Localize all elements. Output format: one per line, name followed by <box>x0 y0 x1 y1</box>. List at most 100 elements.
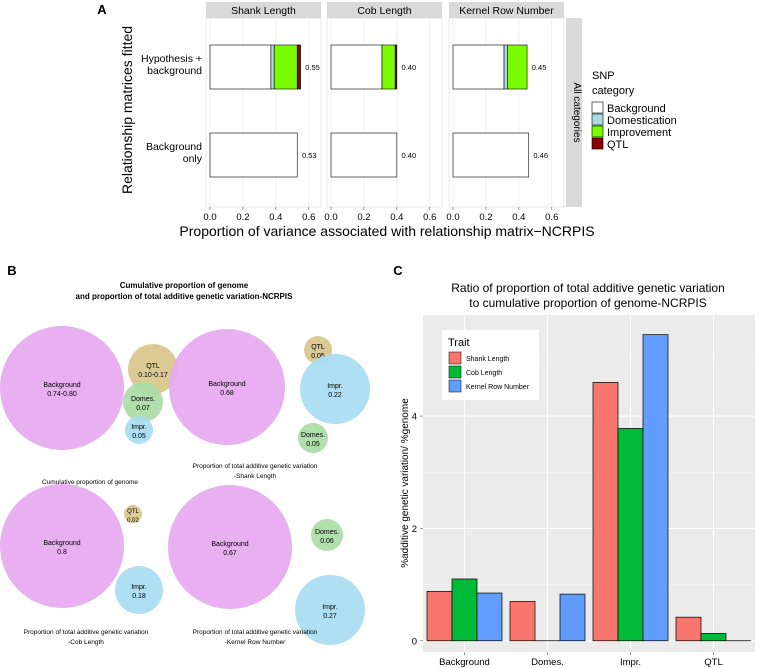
bubble-label: QTL <box>311 344 325 351</box>
legend-title: Trait <box>448 337 470 349</box>
bubble-label: Domes. <box>131 396 155 403</box>
bubble-label: Domes. <box>315 529 339 536</box>
x-tick-label: 0.4 <box>390 212 403 223</box>
facet-1: Shank Length 0.55 0.53 0.0 0.2 0.4 0.6 <box>203 2 322 223</box>
legend-label: Kernel Row Number <box>466 384 530 391</box>
bar <box>509 601 536 642</box>
bar-total-label: 0.40 <box>402 151 417 160</box>
bubble-label: Background <box>43 540 80 547</box>
panel-c-title: Ratio of proportion of total additive ge… <box>451 281 725 295</box>
x-tick-label: Domes. <box>531 657 564 668</box>
bubble-caption: -Cob Length <box>68 639 104 646</box>
bubble-subpanel-2: Background 0.68 QTL 0.05 Impr. 0.22 Domes. 0.05… <box>169 329 370 480</box>
bubble-label: Background <box>211 541 248 548</box>
bubble-caption: Proportion of total additive genetic var… <box>24 629 149 636</box>
bar <box>617 428 644 642</box>
bubble-circle <box>0 326 124 450</box>
y-tick-label: 0 <box>412 636 417 647</box>
bar <box>559 593 586 642</box>
bubble-subpanel-1: Background 0.74-0.80 QTL 0.10-0.17 Domes. 0.0… <box>0 326 178 486</box>
legend-title: SNP <box>592 70 615 82</box>
y-tick-label: 4 <box>412 412 417 423</box>
facet-strip <box>206 2 321 18</box>
bar-segment <box>381 44 396 90</box>
bubble-circle <box>169 329 285 445</box>
facet-2: Cob Length 0.40 0.40 0.0 0.2 0.4 0.6 <box>324 2 443 223</box>
bubble-value: 0.06 <box>320 538 334 545</box>
bubble-label: Background <box>208 381 245 388</box>
panel-label-b: B <box>7 263 16 278</box>
y-category-label: only <box>183 153 203 165</box>
bubble-circle <box>298 423 328 453</box>
bar-segment <box>273 44 298 90</box>
bar <box>642 334 669 642</box>
bar-segment <box>452 44 505 90</box>
bubble-circle <box>300 354 370 424</box>
x-tick-label: 0.2 <box>236 212 249 223</box>
x-tick-label: 0.6 <box>545 212 558 223</box>
bubble-subpanel-3: Background 0.8 QTL 0.02 Impr. 0.18 Proportion … <box>0 484 163 646</box>
bubble-caption: Proportion of total additive genetic var… <box>193 463 318 470</box>
bubble-label: Background <box>43 382 80 389</box>
y-axis-title: %additive genetic variation/ %genome <box>400 398 411 568</box>
facet-strip <box>449 2 564 18</box>
y-category-label: Background <box>146 141 202 153</box>
legend-key <box>448 379 462 393</box>
bubble-value: 0.05 <box>132 433 146 440</box>
legend-label: Background <box>607 103 666 115</box>
bar-total-label: 0.53 <box>302 151 317 160</box>
bubble-circle <box>115 566 163 614</box>
x-tick-label: QTL <box>704 657 722 668</box>
panel-label-a: A <box>97 2 107 17</box>
bubble-label: Impr. <box>131 584 147 591</box>
bubble-circle <box>128 344 178 394</box>
y-category-label: Hypothesis + <box>141 53 202 65</box>
bubble-circle <box>311 519 343 551</box>
bar-total-label: 0.55 <box>305 63 320 72</box>
bubble-subpanel-4: Background 0.67 Domes. 0.06 Impr. 0.27 Proport… <box>168 485 365 646</box>
legend-key <box>448 351 462 365</box>
x-tick-label: 0.6 <box>423 212 436 223</box>
bubble-circle <box>295 575 365 645</box>
bubble-value: 0.22 <box>328 392 342 399</box>
bubble-caption: -Kernel Row Number <box>225 639 287 646</box>
bubble-label: QTL <box>146 363 160 370</box>
bubble-value: 0.18 <box>132 593 146 600</box>
bubble-caption: Proportion of total additive genetic var… <box>193 629 318 636</box>
panel-b-title: Cumulative proportion of genome <box>120 281 249 290</box>
x-tick-label: Background <box>439 657 490 668</box>
bubble-value: 0.68 <box>220 390 234 397</box>
bar <box>451 578 478 642</box>
x-tick-label: 0.6 <box>302 212 315 223</box>
x-tick-label: 0.0 <box>446 212 459 223</box>
legend-key <box>591 113 604 126</box>
bar-total-label: 0.46 <box>533 151 548 160</box>
bubble-label: Impr. <box>131 424 147 431</box>
bubble-value: 0.05 <box>306 441 320 448</box>
bubble-circle <box>124 505 142 523</box>
bubble-value: 0.8 <box>57 549 67 556</box>
bubble-label: Impr. <box>327 383 343 390</box>
bar <box>426 590 453 642</box>
bar-segment <box>330 132 398 178</box>
legend-key <box>591 101 604 114</box>
facet-strip-label: Kernel Row Number <box>459 5 554 17</box>
y-category-label: background <box>147 65 202 77</box>
bubble-value: 0.07 <box>136 405 150 412</box>
legend-label: QTL <box>607 139 628 151</box>
bubble-value: 0.05 <box>311 353 325 360</box>
bar <box>476 592 503 642</box>
x-tick-label: 0.0 <box>324 212 337 223</box>
row-strip-label: All categories <box>571 82 582 142</box>
y-axis-title: Relationship matrices fitted <box>119 26 135 194</box>
legend-label: Cob Length <box>466 370 502 377</box>
legend-label: Domestication <box>607 115 677 127</box>
x-tick-label: Impr. <box>620 657 641 668</box>
bar-total-label: 0.40 <box>402 63 417 72</box>
bubble-value: 0.10-0.17 <box>138 372 168 379</box>
panel-c-title: to cumulative proportion of genome-NCRPI… <box>469 296 706 310</box>
bar-segment <box>296 44 301 90</box>
panel-label-c: C <box>393 263 403 278</box>
x-tick-label: 0.0 <box>203 212 216 223</box>
